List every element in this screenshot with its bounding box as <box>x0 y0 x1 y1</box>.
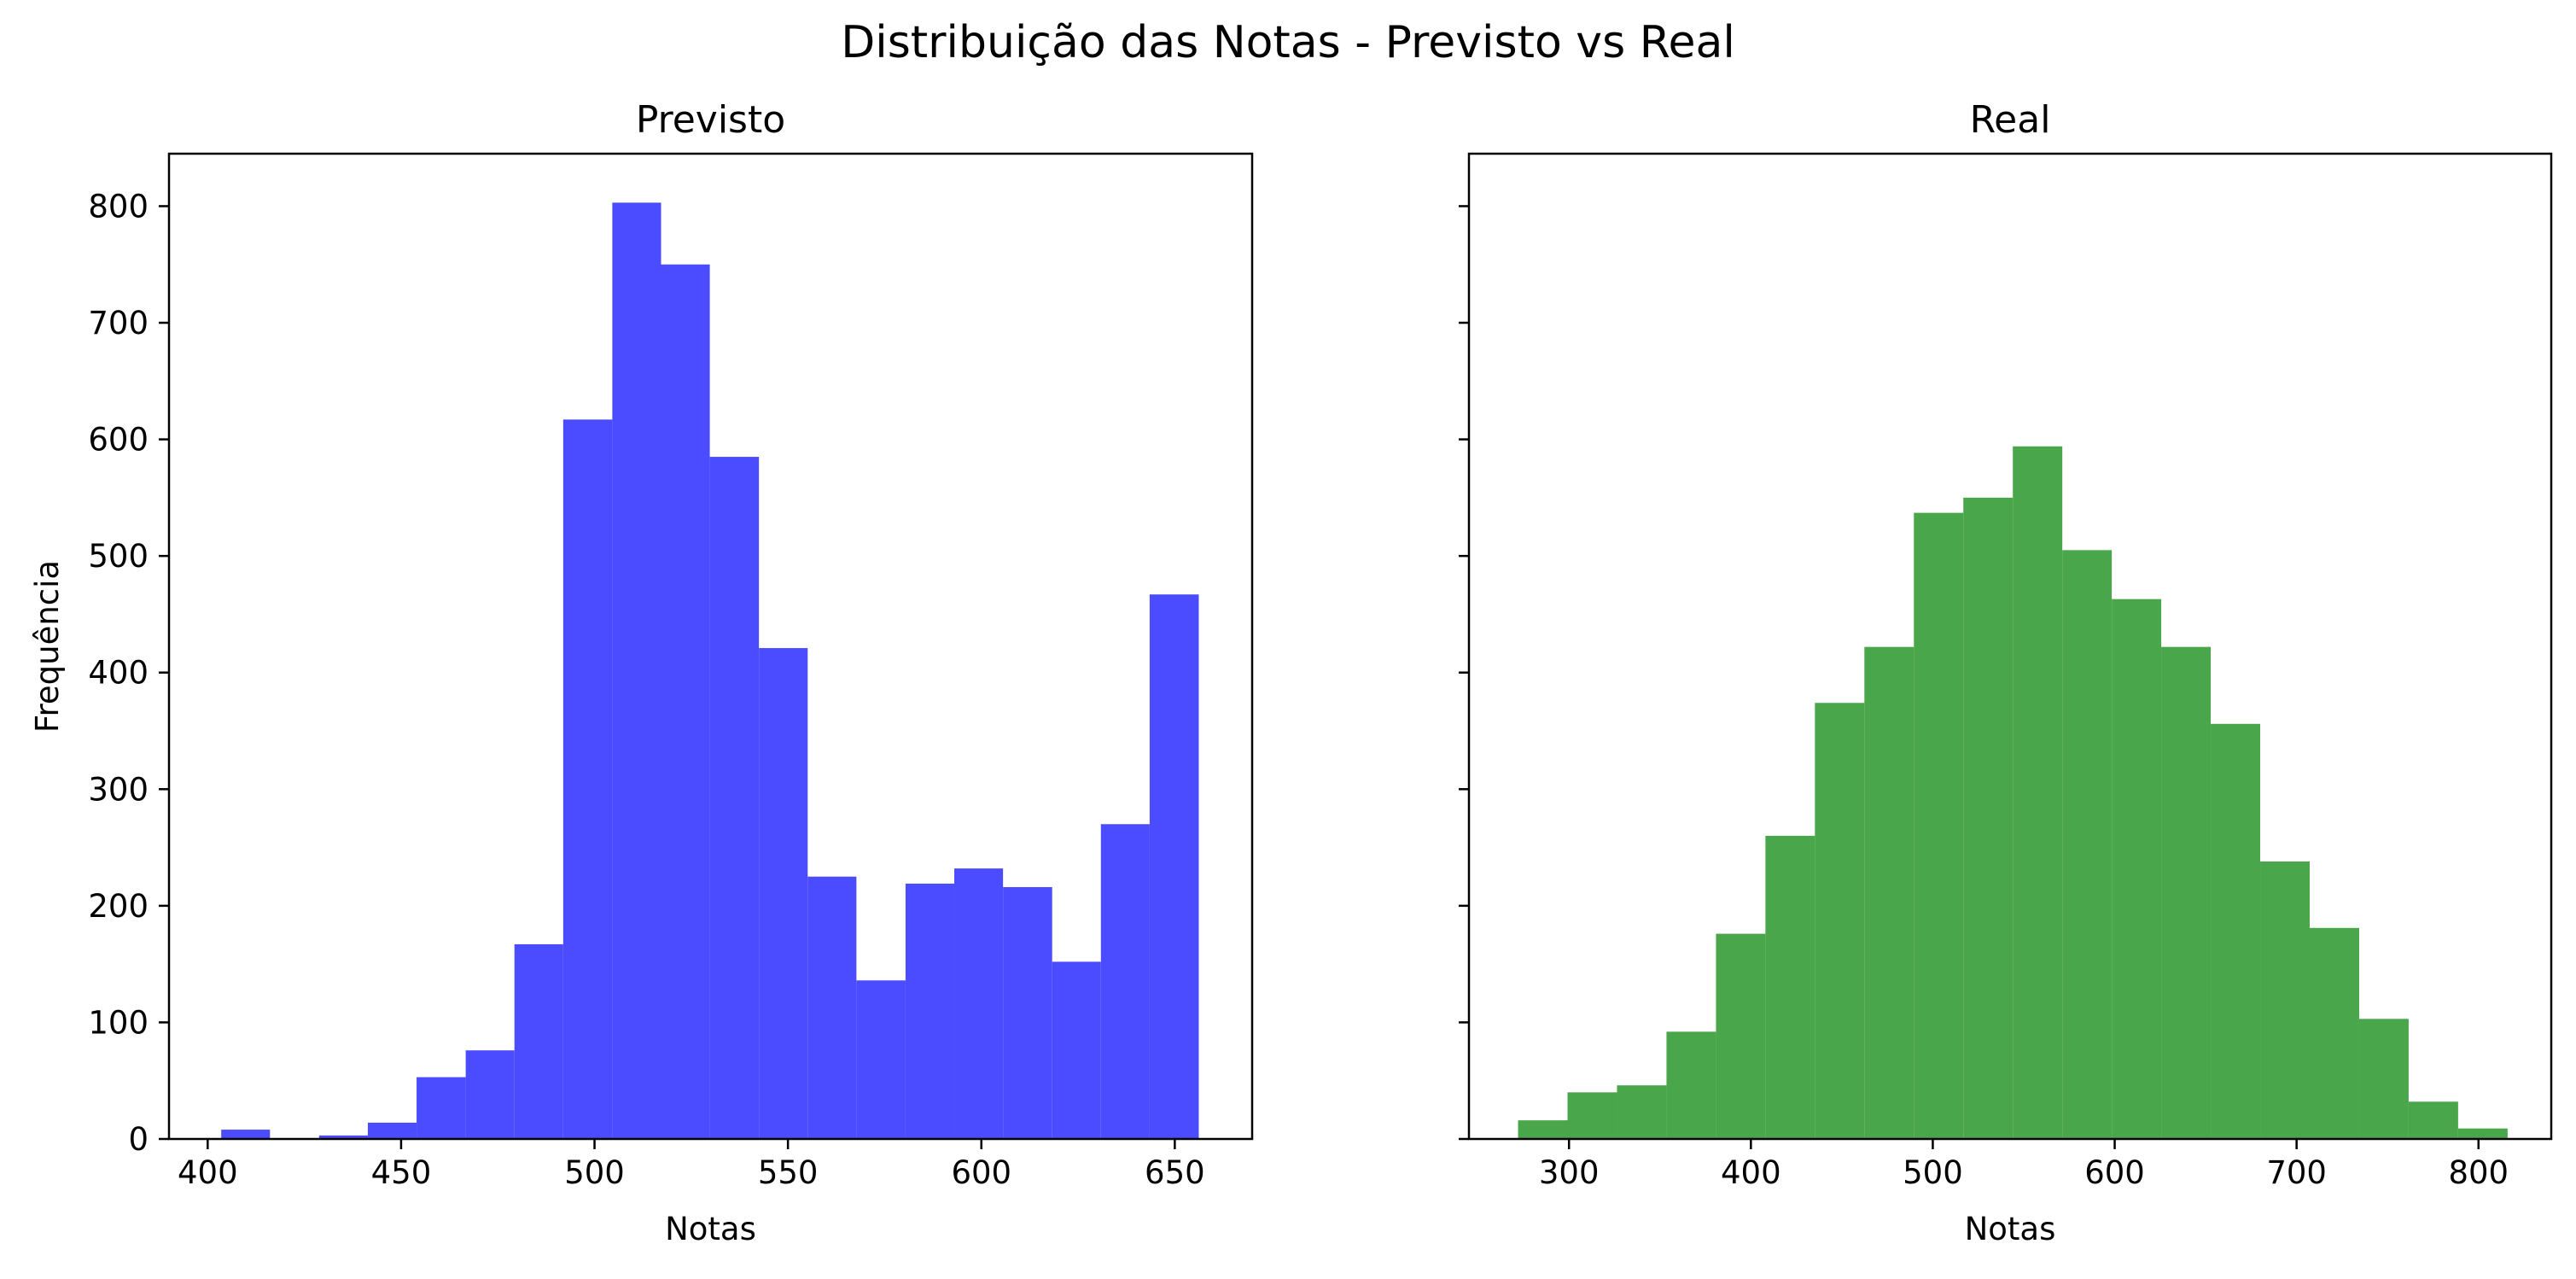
real-xtick-label-1: 400 <box>1721 1154 1781 1191</box>
real-bar-7 <box>1864 646 1915 1139</box>
real-xtick-label-5: 800 <box>2448 1154 2509 1191</box>
previsto-bar-15 <box>954 868 1004 1139</box>
real-bar-18 <box>2408 1101 2458 1139</box>
previsto-bar-5 <box>465 1050 515 1139</box>
previsto-xtick-label-0: 400 <box>178 1154 238 1191</box>
previsto-bar-9 <box>661 264 710 1140</box>
previsto-bar-0 <box>221 1130 271 1139</box>
previsto-xtick-label-4: 600 <box>951 1154 1011 1191</box>
previsto-bar-4 <box>417 1077 466 1139</box>
real-bar-14 <box>2211 723 2261 1139</box>
real-bar-19 <box>2457 1128 2508 1139</box>
real-axes-frame <box>1467 152 2553 1141</box>
real-bar-11 <box>2062 550 2113 1139</box>
real-bar-17 <box>2358 1019 2409 1139</box>
real-xtick-label-0: 300 <box>1539 1154 1600 1191</box>
real-xtick-label-3: 600 <box>2084 1154 2145 1191</box>
real-panel: 300 400 500 600 700 800 Real Notas <box>1459 98 2553 1247</box>
real-bar-1 <box>1567 1092 1617 1139</box>
real-xtick-label-4: 700 <box>2266 1154 2327 1191</box>
real-bar-10 <box>2013 446 2063 1139</box>
previsto-bar-16 <box>1003 887 1052 1139</box>
real-bar-8 <box>1914 512 1964 1139</box>
real-bar-9 <box>1963 497 2014 1139</box>
previsto-ytick-label-3: 300 <box>88 771 149 808</box>
previsto-bar-3 <box>367 1122 417 1139</box>
previsto-ytick-label-8: 800 <box>88 188 149 225</box>
previsto-ytick-label-2: 200 <box>88 888 149 925</box>
figure-title: Distribuição das Notas - Previsto vs Rea… <box>841 17 1735 68</box>
previsto-ytick-label-1: 100 <box>88 1004 149 1041</box>
previsto-bar-10 <box>709 457 760 1139</box>
real-bar-5 <box>1765 835 1815 1139</box>
real-bar-12 <box>2112 599 2162 1139</box>
previsto-bar-12 <box>807 876 857 1139</box>
previsto-bar-11 <box>759 648 808 1139</box>
previsto-bar-7 <box>562 419 613 1140</box>
previsto-ytick-label-6: 600 <box>88 422 149 458</box>
real-bar-3 <box>1666 1031 1716 1139</box>
previsto-bar-8 <box>612 202 661 1139</box>
previsto-xtick-label-1: 450 <box>371 1154 432 1191</box>
real-bar-13 <box>2161 646 2212 1139</box>
previsto-bar-6 <box>514 943 563 1139</box>
previsto-bar-18 <box>1100 824 1150 1139</box>
previsto-bar-19 <box>1149 594 1199 1139</box>
previsto-ytick-label-4: 400 <box>88 655 149 692</box>
real-bar-16 <box>2309 927 2359 1139</box>
real-bar-0 <box>1518 1120 1568 1139</box>
previsto-ytick-label-7: 700 <box>88 305 149 342</box>
previsto-xtick-label-2: 500 <box>564 1154 625 1191</box>
previsto-bar-2 <box>318 1135 368 1139</box>
previsto-xlabel: Notas <box>665 1211 756 1247</box>
previsto-ytick-label-5: 500 <box>88 538 149 575</box>
real-bar-2 <box>1617 1085 1667 1139</box>
previsto-axes-frame <box>167 152 1254 1141</box>
real-xlabel: Notas <box>1965 1211 2056 1247</box>
previsto-panel-title: Previsto <box>636 98 785 142</box>
previsto-bar-17 <box>1052 961 1101 1139</box>
real-xtick-label-2: 500 <box>1903 1154 1963 1191</box>
previsto-ytick-label-0: 0 <box>128 1121 149 1158</box>
real-bar-15 <box>2260 861 2310 1139</box>
previsto-panel: 400 450 500 550 600 650 0 100 200 300 400 500 600 700… <box>29 98 1254 1247</box>
real-bar-6 <box>1815 703 1865 1139</box>
real-panel-title: Real <box>1970 98 2051 142</box>
previsto-bar-14 <box>905 883 955 1139</box>
real-bar-4 <box>1716 933 1766 1139</box>
previsto-xtick-label-5: 650 <box>1145 1154 1205 1191</box>
previsto-bar-13 <box>856 980 906 1139</box>
previsto-ylabel: Frequência <box>29 560 66 733</box>
previsto-xtick-label-3: 550 <box>758 1154 819 1191</box>
